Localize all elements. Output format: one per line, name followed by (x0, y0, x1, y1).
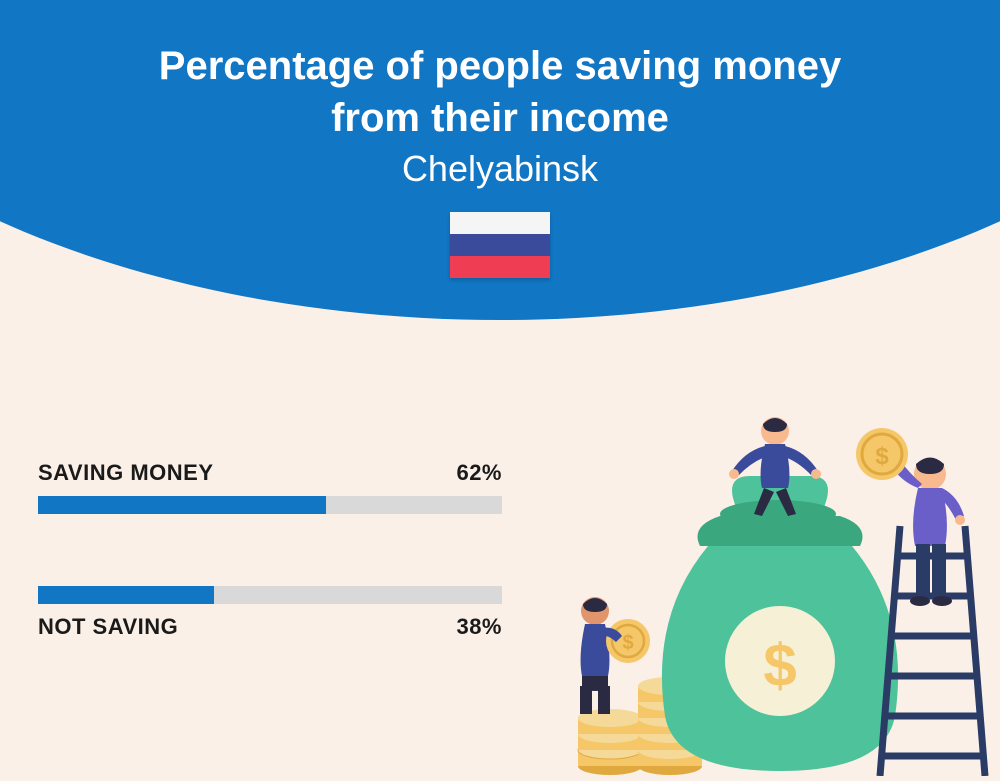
bar-fill (38, 496, 326, 514)
bar-labels: NOT SAVING 38% (38, 614, 502, 640)
svg-text:$: $ (622, 632, 633, 654)
money-bag-icon: $ (662, 476, 898, 771)
money-illustration: $ $ (560, 416, 990, 776)
flag-stripe-3 (450, 256, 550, 278)
flag-icon (450, 212, 550, 278)
bar-track (38, 586, 502, 604)
bar-group-notsaving: NOT SAVING 38% (38, 586, 502, 640)
bar-fill (38, 586, 214, 604)
header-content: Percentage of people saving money from t… (0, 40, 1000, 278)
flag-stripe-1 (450, 212, 550, 234)
bar-labels: SAVING MONEY 62% (38, 460, 502, 486)
bar-label: NOT SAVING (38, 614, 178, 640)
bar-track (38, 496, 502, 514)
title-line-2: from their income (331, 96, 669, 140)
page-title: Percentage of people saving money from t… (0, 40, 1000, 144)
bar-value: 62% (456, 460, 502, 486)
bar-value: 38% (456, 614, 502, 640)
title-line-1: Percentage of people saving money (159, 44, 841, 88)
svg-text:$: $ (875, 443, 889, 470)
svg-text:$: $ (763, 632, 796, 699)
page-subtitle: Chelyabinsk (0, 148, 1000, 190)
bar-label: SAVING MONEY (38, 460, 214, 486)
flag-stripe-2 (450, 234, 550, 256)
bars-section: SAVING MONEY 62% NOT SAVING 38% (38, 460, 502, 712)
bar-group-saving: SAVING MONEY 62% (38, 460, 502, 514)
